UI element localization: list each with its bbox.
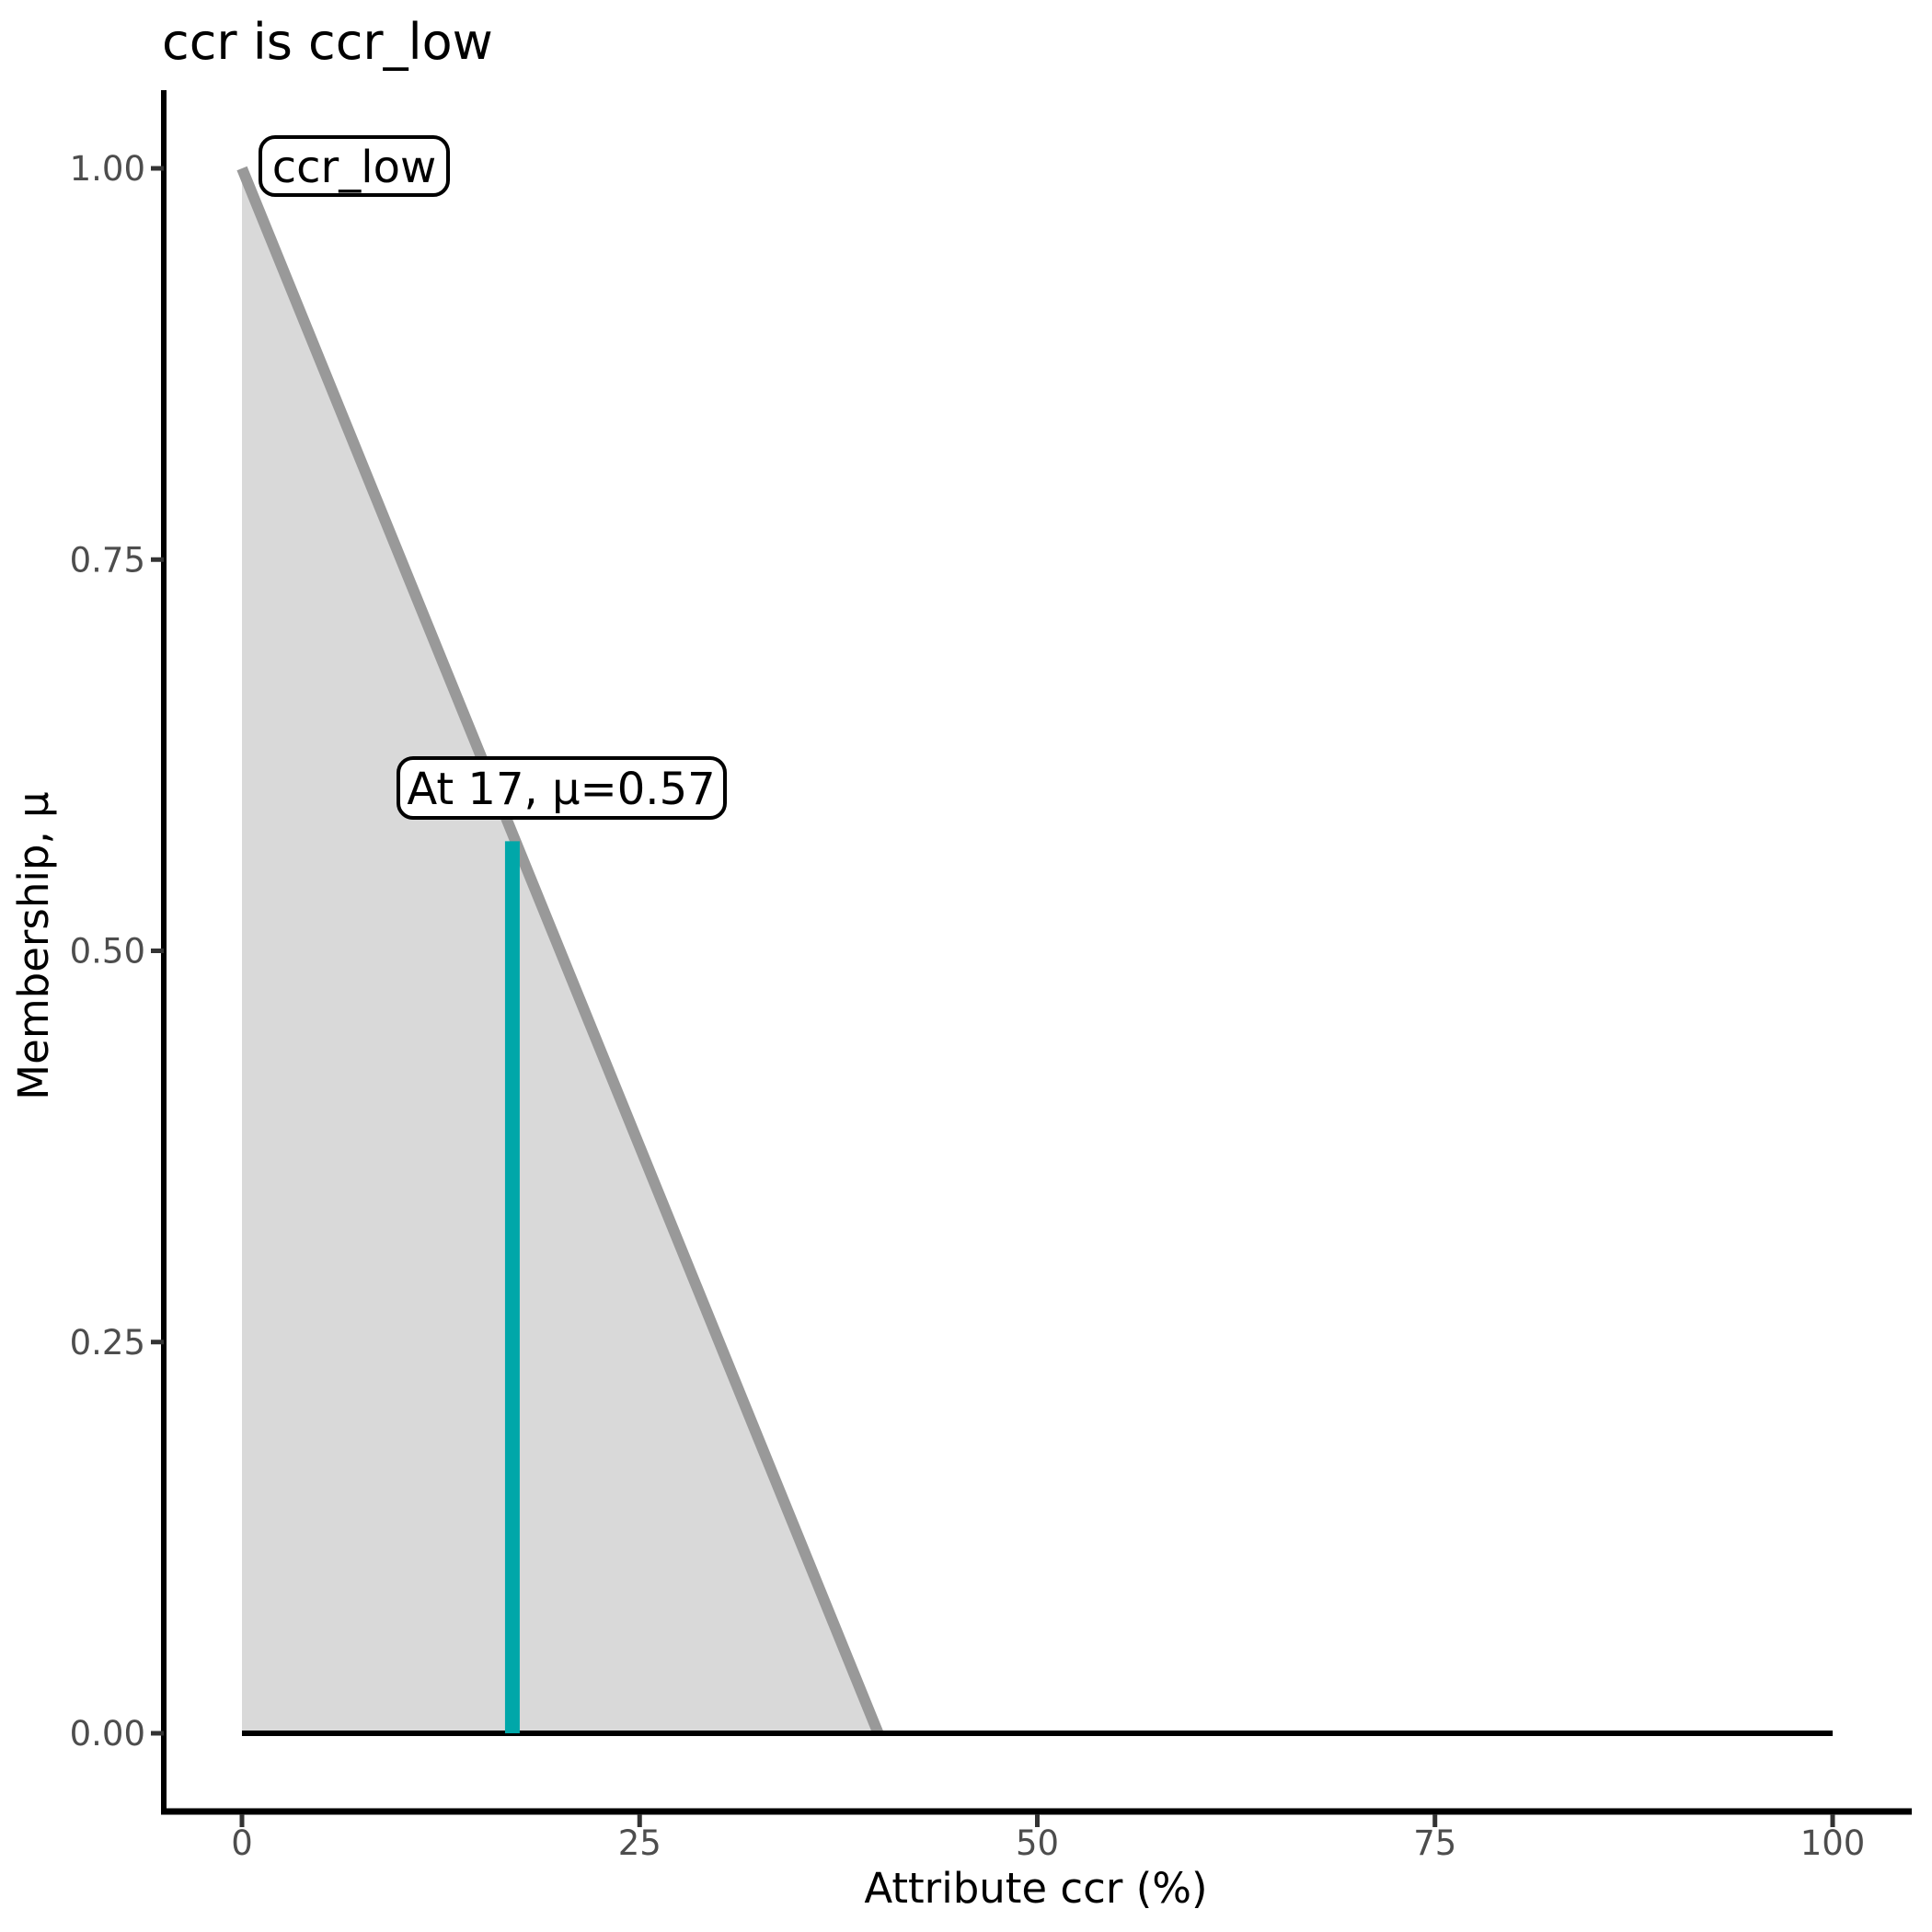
y-tick-label: 1.00	[70, 149, 145, 189]
membership-function-line	[236, 166, 884, 1736]
x-tick-label: 25	[618, 1823, 661, 1863]
y-axis-title: Membership, μ	[9, 791, 58, 1099]
y-tick-label: 0.00	[70, 1714, 145, 1754]
membership-value-text: At 17, μ=0.57	[407, 764, 715, 815]
x-tick-label: 0	[231, 1823, 253, 1863]
x-tick-label: 100	[1800, 1823, 1866, 1863]
set-label-annotation: ccr_low	[259, 135, 450, 197]
set-label-box	[259, 135, 450, 197]
membership-value-box	[397, 756, 727, 820]
x-tick-label: 75	[1413, 1823, 1456, 1863]
x-axis-ticks: 0 25 50 75 100	[231, 1814, 1865, 1863]
set-label-text: ccr_low	[272, 142, 436, 193]
y-axis-ticks: 0.00 0.25 0.50 0.75 1.00	[70, 149, 164, 1754]
x-axis-title: Attribute ccr (%)	[864, 1864, 1207, 1913]
y-tick-label: 0.25	[70, 1323, 145, 1363]
y-tick-label: 0.75	[70, 540, 145, 580]
chart-title: ccr is ccr_low	[162, 13, 493, 71]
x-tick-label: 50	[1016, 1823, 1059, 1863]
membership-value-annotation: At 17, μ=0.57	[397, 756, 727, 820]
y-tick-label: 0.50	[70, 932, 145, 972]
plot-data-layer	[236, 166, 1833, 1736]
